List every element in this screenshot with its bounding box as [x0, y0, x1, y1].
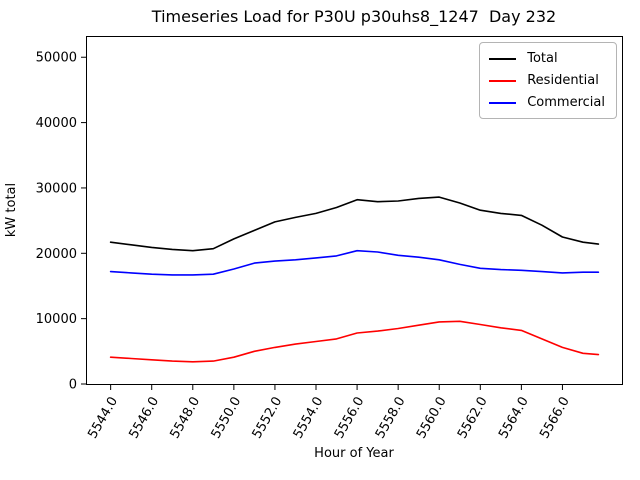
y-tick-label: 0 [69, 378, 77, 393]
y-tick-label: 20000 [36, 247, 77, 262]
x-tick-label: 5544.0 [85, 395, 121, 442]
chart-title: Timeseries Load for P30U p30uhs8_1247 Da… [151, 7, 557, 26]
x-tick-label: 5564.0 [496, 395, 532, 442]
legend-label: Commercial [527, 95, 605, 110]
axes-spines [86, 36, 623, 385]
y-tick-label: 40000 [36, 116, 77, 131]
legend-label: Residential [527, 73, 599, 88]
legend-item-total: Total [489, 51, 605, 66]
legend-line-swatch [489, 101, 517, 104]
x-tick-label: 5546.0 [126, 395, 162, 442]
legend-item-residential: Residential [489, 73, 605, 88]
x-tick-label: 5554.0 [291, 395, 327, 442]
series-line-commercial [109, 249, 600, 276]
legend-label: Total [527, 51, 558, 66]
x-tick-label: 5558.0 [373, 395, 409, 442]
legend-item-commercial: Commercial [489, 95, 605, 110]
x-tick-label: 5550.0 [209, 395, 245, 442]
y-tick-label: 10000 [36, 312, 77, 327]
x-tick-label: 5548.0 [168, 395, 204, 442]
x-tick-label: 5560.0 [414, 395, 450, 442]
legend: Total Residential Commercial [479, 42, 617, 119]
legend-line-swatch [489, 79, 517, 82]
x-tick-label: 5556.0 [332, 395, 368, 442]
x-tick-label: 5562.0 [455, 394, 491, 441]
x-tick-label: 5566.0 [537, 395, 573, 442]
x-axis-label: Hour of Year [314, 446, 394, 461]
y-axis-label: kW total [4, 182, 19, 238]
y-tick-label: 30000 [36, 181, 77, 196]
y-tick-label: 50000 [36, 51, 77, 66]
series-line-residential [109, 320, 600, 363]
x-tick-label: 5552.0 [250, 395, 286, 442]
series-line-total [109, 196, 600, 252]
legend-line-swatch [489, 57, 517, 60]
